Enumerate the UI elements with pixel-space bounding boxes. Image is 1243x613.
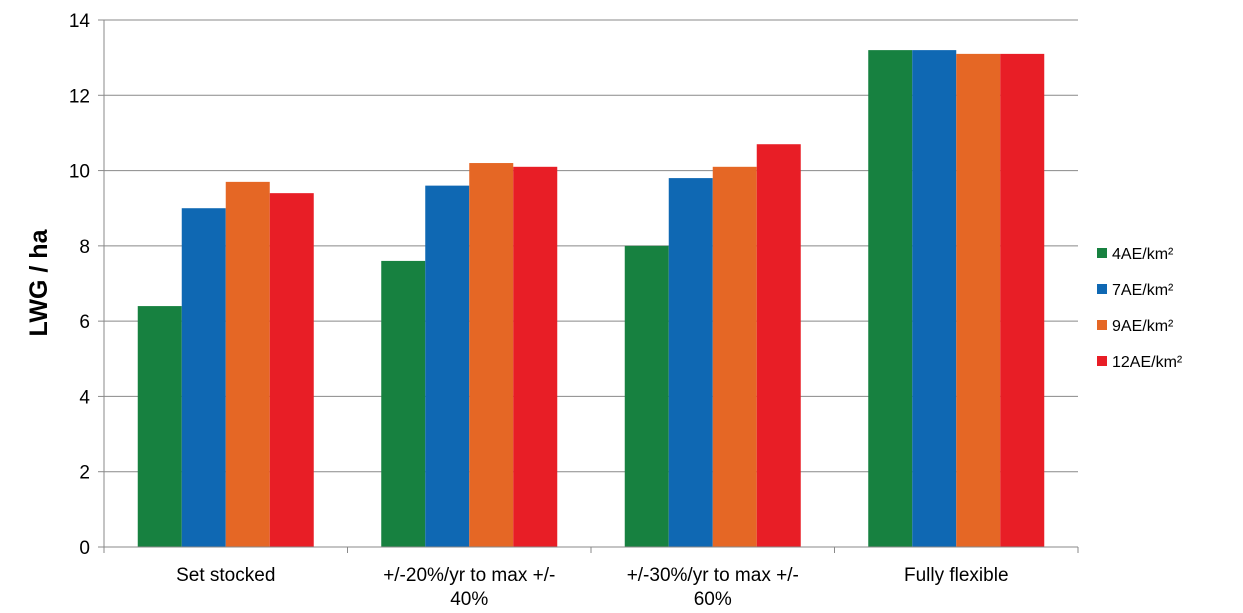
category-label: +/-30%/yr to max +/- (627, 565, 799, 586)
bar-12AEkm-3 (1000, 53, 1045, 547)
y-tick-label: 0 (79, 538, 90, 559)
category-label: Set stocked (176, 565, 275, 586)
bar-9AEkm-1 (469, 163, 514, 548)
bar-7AEkm-2 (668, 178, 713, 547)
y-tick-label: 4 (79, 387, 90, 408)
legend: 4AE/km² 7AE/km² 9AE/km² 12AE/km² (1097, 246, 1183, 371)
bar-9AEkm-3 (956, 53, 1001, 547)
bar-7AEkm-3 (912, 50, 957, 547)
axes (98, 19, 1079, 553)
bars (137, 50, 1045, 548)
y-tick-label: 14 (69, 11, 91, 32)
category-labels: Set stocked +/-20%/yr to max +/- 40% +/-30%… (176, 565, 1008, 610)
bar-4AEkm-0 (137, 306, 182, 547)
y-tick-label: 10 (69, 162, 90, 183)
bar-12AEkm-0 (269, 193, 314, 547)
category-label: 40% (450, 589, 488, 610)
legend-label: 7AE/km² (1112, 282, 1174, 299)
legend-label: 4AE/km² (1112, 246, 1174, 263)
legend-label: 9AE/km² (1112, 318, 1174, 335)
bar-9AEkm-0 (225, 181, 270, 547)
bar-12AEkm-1 (513, 166, 558, 548)
y-tick-labels: 0 2 4 6 8 10 12 14 (69, 11, 91, 559)
y-tick-label: 6 (79, 312, 90, 333)
bar-4AEkm-1 (381, 260, 426, 547)
legend-swatch (1097, 248, 1107, 258)
bar-7AEkm-0 (181, 208, 226, 547)
legend-swatch (1097, 284, 1107, 294)
bar-4AEkm-2 (624, 245, 669, 547)
bar-7AEkm-1 (425, 185, 470, 547)
y-axis-title: LWG / ha (25, 228, 53, 336)
category-label: +/-20%/yr to max +/- (383, 565, 555, 586)
y-tick-label: 12 (69, 86, 90, 107)
bar-12AEkm-2 (756, 144, 801, 547)
legend-label: 12AE/km² (1112, 354, 1183, 371)
bar-9AEkm-2 (712, 166, 757, 548)
y-tick-label: 2 (79, 463, 90, 484)
legend-swatch (1097, 356, 1107, 366)
category-label: 60% (694, 589, 732, 610)
legend-swatch (1097, 320, 1107, 330)
y-tick-label: 8 (79, 237, 90, 258)
category-label: Fully flexible (904, 565, 1009, 586)
bar-4AEkm-3 (868, 50, 913, 547)
